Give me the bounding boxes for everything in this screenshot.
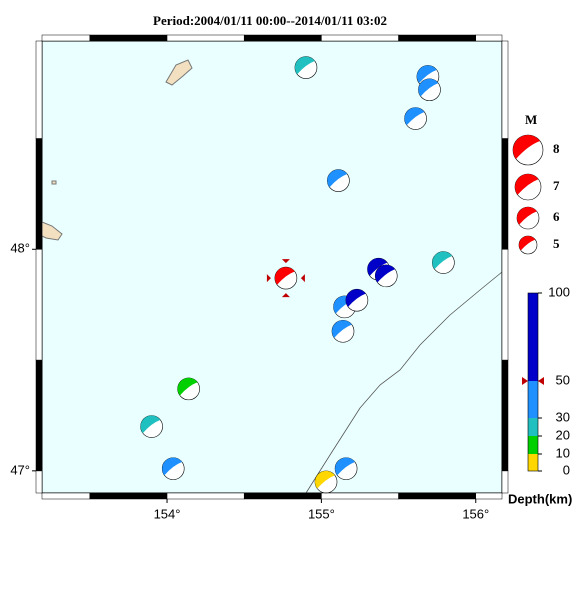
depth-tick-label: 10 <box>556 445 570 460</box>
event <box>345 288 369 312</box>
beachball-quadrant <box>335 457 355 476</box>
beachball-quadrant <box>294 56 315 75</box>
island <box>165 59 193 86</box>
beachball-quadrant <box>177 377 198 396</box>
frame-bar <box>501 470 509 494</box>
depth-tick-label: 0 <box>563 462 570 477</box>
event <box>177 377 200 401</box>
epicenter-arrow <box>266 274 271 283</box>
beachball-quadrant <box>315 470 335 489</box>
depth-marker <box>522 377 544 385</box>
beachball-quadrant <box>416 65 437 84</box>
depth-tick-label: 30 <box>556 409 570 424</box>
frame-bar <box>41 34 91 42</box>
beachball-quadrant <box>375 264 396 283</box>
beachball-quadrant <box>404 107 425 126</box>
depth-color-band <box>528 418 538 436</box>
beachball-quadrant <box>162 457 183 476</box>
map-frame: 154° 155° 156° 47° 48° <box>10 34 509 521</box>
events <box>140 56 455 494</box>
magnitude-label: 7 <box>553 178 560 193</box>
frame-bar <box>35 40 43 139</box>
event <box>327 169 350 192</box>
epicenter-arrow <box>281 293 290 298</box>
beachball-quadrant <box>327 169 348 188</box>
depth-tick-label: 100 <box>548 284 570 299</box>
magnitude-legend: 8 7 6 5 <box>512 134 560 255</box>
beachball-quadrant <box>519 235 536 251</box>
depth-legend: 0 10 20 30 50 100 <box>522 284 570 477</box>
x-tick-label: 154° <box>154 506 181 521</box>
magnitude-symbol <box>514 173 542 201</box>
depth-color-band <box>528 454 538 471</box>
frame-bar <box>501 359 509 472</box>
frame-bar <box>321 492 399 500</box>
event <box>294 56 318 79</box>
frame-bar <box>35 470 43 494</box>
depth-legend-title: Depth(km) <box>508 491 572 506</box>
magnitude-label: 6 <box>553 209 560 224</box>
y-tick-label: 47° <box>10 462 30 477</box>
frame-bar <box>321 34 399 42</box>
frame-bar <box>166 492 245 500</box>
event <box>432 251 455 274</box>
epicenter-arrow <box>300 274 305 283</box>
beachball-quadrant <box>332 320 352 338</box>
frame-bar <box>398 34 477 42</box>
depth-tick-label: 20 <box>556 427 570 442</box>
frame-bar <box>89 34 168 42</box>
trench-line <box>305 271 503 494</box>
frame-bar <box>243 492 322 500</box>
frame-bar <box>41 492 91 500</box>
map-title: Period:2004/01/11 00:00--2014/01/11 03:0… <box>153 13 387 28</box>
event <box>331 319 355 343</box>
event <box>418 78 441 102</box>
frame-bar <box>501 249 509 361</box>
depth-color-band <box>528 381 538 418</box>
x-tick-label: 155° <box>308 506 335 521</box>
event <box>374 264 398 288</box>
frame-bar <box>243 34 322 42</box>
beachball-quadrant <box>140 415 161 434</box>
beachball-quadrant <box>274 267 295 285</box>
x-tick-label: 156° <box>462 506 489 521</box>
frame-bar <box>166 34 245 42</box>
frame-bar <box>475 34 503 42</box>
beachball-quadrant <box>367 258 388 276</box>
beachball-quadrant <box>432 251 453 270</box>
magnitude-label: 5 <box>553 236 560 251</box>
frame-bar <box>398 492 477 500</box>
frame-bar <box>35 249 43 361</box>
frame-bar <box>35 359 43 472</box>
depth-color-band <box>528 293 538 381</box>
magnitude-label: 8 <box>553 141 560 156</box>
depth-color-band <box>528 436 538 454</box>
depth-bar-outline <box>527 292 539 472</box>
y-tick-label: 48° <box>10 241 30 256</box>
beachball-quadrant <box>517 207 537 225</box>
magnitude-legend-title: M <box>525 112 537 127</box>
event <box>266 259 305 298</box>
frame-bar <box>89 492 168 500</box>
beachball-quadrant <box>418 78 439 97</box>
frame-bar <box>475 492 503 500</box>
islet <box>51 180 57 185</box>
frame-bar <box>501 40 509 139</box>
event <box>140 415 163 438</box>
frame-bar <box>35 138 43 250</box>
beachball-quadrant <box>515 173 539 195</box>
frame-bar <box>501 138 509 250</box>
depth-tick-label: 50 <box>556 372 570 387</box>
beachball-quadrant <box>345 289 366 307</box>
beachball-quadrant <box>513 135 540 159</box>
event <box>334 457 358 480</box>
epicenter-arrow <box>281 259 290 264</box>
magnitude-symbol <box>518 235 538 255</box>
magnitude-symbol <box>516 206 540 230</box>
event <box>314 470 338 494</box>
magnitude-symbol <box>512 134 544 166</box>
event <box>161 457 185 480</box>
event <box>404 107 427 130</box>
